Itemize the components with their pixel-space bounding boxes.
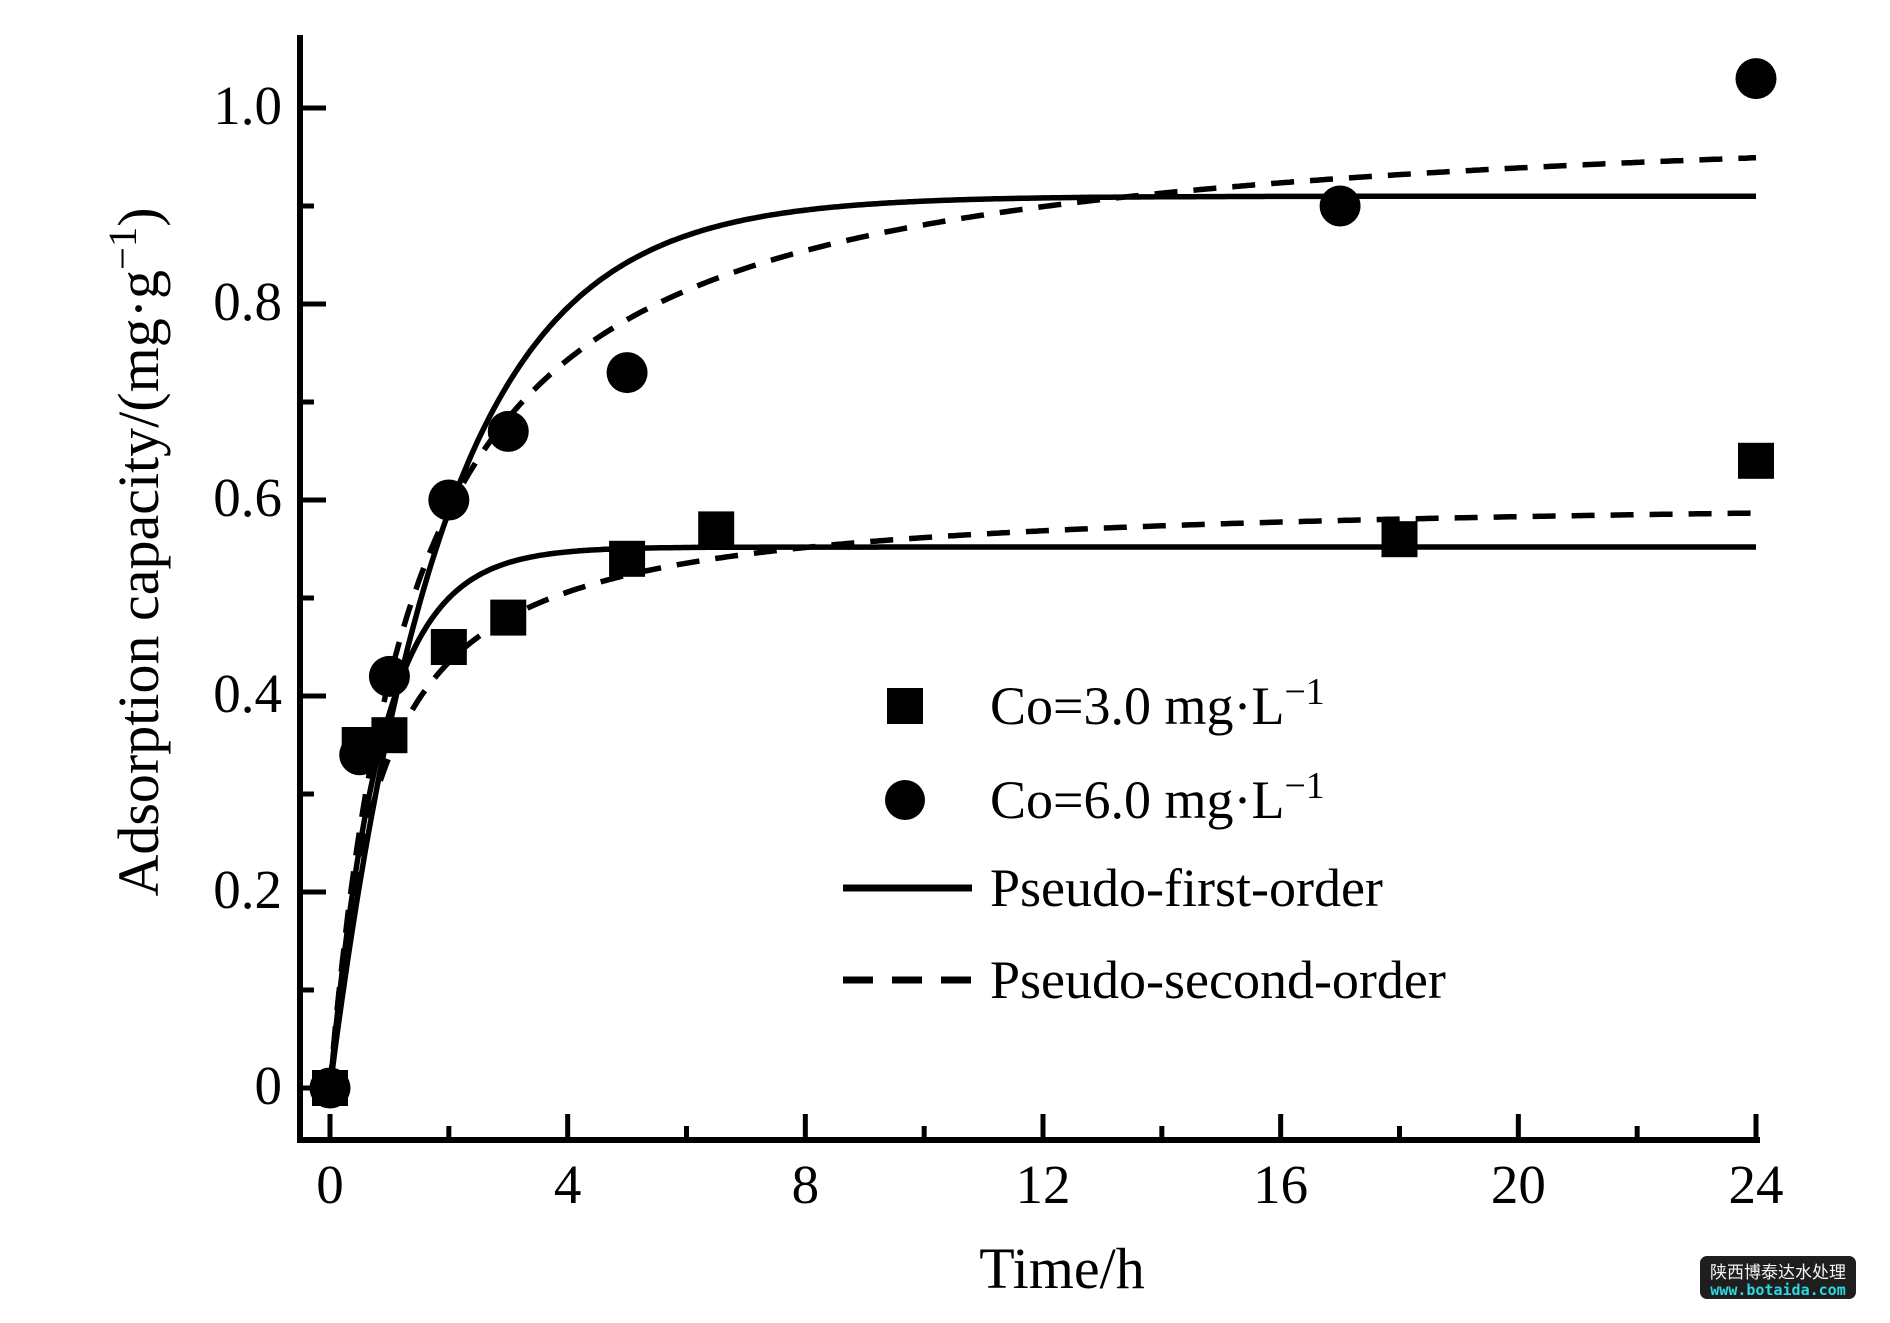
watermark-background	[1700, 1256, 1856, 1299]
y-axis-title-main: Adsorption capacity/(mg·g	[106, 270, 171, 897]
data-point-square	[609, 540, 646, 577]
data-point-square	[430, 629, 467, 665]
fitted-curves	[327, 154, 1757, 1089]
y-tick-label: 0.8	[213, 271, 282, 332]
pseudo-second-order-curve	[327, 510, 1757, 1089]
pseudo-second-order-curve	[327, 154, 1757, 1089]
watermark-company-text: 陕西博泰达水处理	[1710, 1263, 1846, 1283]
y-tick-label: 0.2	[213, 859, 282, 920]
data-points	[309, 58, 1777, 1109]
data-point-circle	[487, 410, 529, 452]
data-point-circle	[368, 655, 410, 697]
legend-item-line-solid: Pseudo-first-order	[843, 858, 1383, 918]
legend-label: Pseudo-first-order	[990, 858, 1383, 918]
data-point-circle	[339, 734, 381, 776]
x-tick-label: 12	[1016, 1154, 1071, 1215]
legend-item-square: Co=3.0 mg·L−1	[887, 671, 1325, 736]
data-point-circle	[1319, 185, 1361, 227]
y-axis-title: Adsorption capacity/(mg·g−1)	[100, 207, 171, 896]
legend-square-marker	[887, 688, 923, 724]
axis-tick-labels: 0 4 8 12 16 20 24 0 0.2 0.4 0.6 0.8 1.0	[213, 75, 1783, 1215]
y-tick-label: 0.4	[213, 663, 282, 724]
legend-label: Co=3.0 mg·L−1	[990, 671, 1325, 736]
data-point-circle	[606, 352, 648, 394]
x-axis-title: Time/h	[979, 1236, 1144, 1301]
x-tick-label: 20	[1491, 1154, 1546, 1215]
y-axis-title-close: )	[106, 207, 171, 226]
data-point-circle	[309, 1067, 351, 1109]
y-axis-title-sup: −1	[100, 227, 145, 270]
legend-item-circle: Co=6.0 mg·L−1	[885, 765, 1325, 830]
x-tick-label: 0	[316, 1154, 344, 1215]
data-point-square	[1381, 521, 1418, 558]
y-tick-label: 0	[255, 1055, 283, 1116]
legend: Co=3.0 mg·L−1 Co=6.0 mg·L−1 Pseudo-first-o…	[843, 671, 1446, 1010]
data-point-square	[1738, 442, 1774, 479]
watermark-url-text[interactable]: www.botaida.com	[1710, 1281, 1845, 1299]
x-tick-label: 8	[792, 1154, 820, 1215]
data-point-circle	[1735, 58, 1777, 100]
legend-item-line-dashed: Pseudo-second-order	[843, 950, 1446, 1010]
x-tick-label: 16	[1253, 1154, 1308, 1215]
data-point-circle	[428, 479, 470, 521]
y-tick-label: 0.6	[213, 467, 282, 528]
legend-circle-marker	[885, 780, 925, 820]
legend-label: Co=6.0 mg·L−1	[990, 765, 1325, 830]
pseudo-first-order-curve	[327, 193, 1756, 1089]
data-point-square	[698, 511, 735, 548]
legend-label: Pseudo-second-order	[990, 950, 1446, 1010]
x-tick-label: 24	[1729, 1154, 1784, 1215]
watermark-badge[interactable]: 陕西博泰达水处理 www.botaida.com	[1700, 1256, 1856, 1299]
y-tick-label: 1.0	[213, 75, 282, 136]
axis-ticks	[300, 105, 1759, 1140]
pseudo-first-order-curve	[327, 544, 1756, 1089]
x-tick-label: 4	[554, 1154, 582, 1215]
data-point-square	[490, 599, 527, 636]
